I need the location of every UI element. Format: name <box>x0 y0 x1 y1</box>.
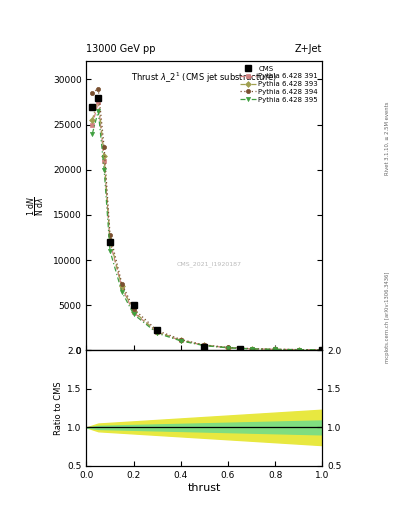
Pythia 6.428 393 <box>155 329 160 335</box>
Pythia 6.428 391 <box>202 343 207 349</box>
Pythia 6.428 394 <box>296 347 301 353</box>
Text: mcplots.cern.ch [arXiv:1306.3436]: mcplots.cern.ch [arXiv:1306.3436] <box>385 272 389 363</box>
Pythia 6.428 395 <box>108 248 112 254</box>
CMS <box>320 347 325 353</box>
Pythia 6.428 393 <box>320 347 325 353</box>
Pythia 6.428 393 <box>108 237 112 243</box>
Pythia 6.428 395 <box>96 108 101 114</box>
Text: Thrust $\lambda\_2^1$ (CMS jet substructure): Thrust $\lambda\_2^1$ (CMS jet substruct… <box>131 70 277 84</box>
Pythia 6.428 393 <box>96 95 101 101</box>
Pythia 6.428 393 <box>226 345 230 351</box>
Pythia 6.428 391 <box>90 121 95 127</box>
Pythia 6.428 391 <box>131 309 136 315</box>
Pythia 6.428 395 <box>131 311 136 317</box>
Line: Pythia 6.428 394: Pythia 6.428 394 <box>90 87 324 352</box>
CMS <box>131 302 136 308</box>
Pythia 6.428 391 <box>178 337 183 344</box>
Line: CMS: CMS <box>90 95 325 353</box>
Pythia 6.428 393 <box>119 283 124 289</box>
Pythia 6.428 394 <box>90 90 95 96</box>
Y-axis label: $\frac{1}{\mathrm{N}} \frac{\mathrm{d}N}{\mathrm{d}\lambda}$: $\frac{1}{\mathrm{N}} \frac{\mathrm{d}N}… <box>26 196 47 216</box>
Pythia 6.428 394 <box>102 144 107 151</box>
Pythia 6.428 395 <box>226 345 230 351</box>
Pythia 6.428 391 <box>296 347 301 353</box>
Pythia 6.428 391 <box>108 239 112 245</box>
CMS <box>108 239 112 245</box>
Pythia 6.428 394 <box>119 281 124 287</box>
Pythia 6.428 393 <box>131 308 136 314</box>
Pythia 6.428 393 <box>273 346 277 352</box>
Pythia 6.428 394 <box>249 346 254 352</box>
Legend: CMS, Pythia 6.428 391, Pythia 6.428 393, Pythia 6.428 394, Pythia 6.428 395: CMS, Pythia 6.428 391, Pythia 6.428 393,… <box>240 65 319 103</box>
Line: Pythia 6.428 395: Pythia 6.428 395 <box>90 109 324 352</box>
Pythia 6.428 394 <box>178 336 183 343</box>
Pythia 6.428 391 <box>102 158 107 164</box>
CMS <box>96 95 101 101</box>
Pythia 6.428 393 <box>296 347 301 353</box>
Text: Z+Jet: Z+Jet <box>295 44 322 54</box>
Pythia 6.428 395 <box>296 347 301 353</box>
Pythia 6.428 395 <box>320 347 325 353</box>
Line: Pythia 6.428 393: Pythia 6.428 393 <box>90 95 324 352</box>
Pythia 6.428 395 <box>119 289 124 295</box>
Pythia 6.428 394 <box>320 347 325 353</box>
Pythia 6.428 395 <box>249 346 254 352</box>
Pythia 6.428 391 <box>155 329 160 335</box>
Pythia 6.428 394 <box>96 86 101 92</box>
Pythia 6.428 395 <box>202 343 207 349</box>
CMS <box>202 344 207 350</box>
Pythia 6.428 394 <box>226 344 230 350</box>
Pythia 6.428 391 <box>273 346 277 352</box>
Pythia 6.428 394 <box>131 306 136 312</box>
Pythia 6.428 391 <box>226 345 230 351</box>
Pythia 6.428 395 <box>178 338 183 344</box>
Pythia 6.428 393 <box>178 337 183 344</box>
Pythia 6.428 391 <box>96 99 101 105</box>
Pythia 6.428 391 <box>320 347 325 353</box>
Pythia 6.428 391 <box>119 284 124 290</box>
Pythia 6.428 395 <box>155 330 160 336</box>
Line: Pythia 6.428 391: Pythia 6.428 391 <box>90 100 324 352</box>
Pythia 6.428 394 <box>202 342 207 348</box>
Pythia 6.428 395 <box>90 131 95 137</box>
CMS <box>155 327 160 333</box>
Pythia 6.428 391 <box>249 346 254 352</box>
X-axis label: thrust: thrust <box>188 482 221 493</box>
Pythia 6.428 393 <box>249 346 254 352</box>
Pythia 6.428 394 <box>108 232 112 238</box>
Pythia 6.428 394 <box>273 346 277 352</box>
CMS <box>237 346 242 352</box>
Pythia 6.428 394 <box>155 327 160 333</box>
Pythia 6.428 393 <box>102 153 107 159</box>
Y-axis label: Ratio to CMS: Ratio to CMS <box>54 381 63 435</box>
Pythia 6.428 395 <box>102 167 107 173</box>
Text: Rivet 3.1.10, ≥ 2.5M events: Rivet 3.1.10, ≥ 2.5M events <box>385 101 389 175</box>
Pythia 6.428 395 <box>273 346 277 352</box>
Text: CMS_2021_I1920187: CMS_2021_I1920187 <box>176 261 242 267</box>
Pythia 6.428 393 <box>202 342 207 348</box>
CMS <box>90 103 95 110</box>
Text: 13000 GeV pp: 13000 GeV pp <box>86 44 156 54</box>
Pythia 6.428 393 <box>90 117 95 123</box>
